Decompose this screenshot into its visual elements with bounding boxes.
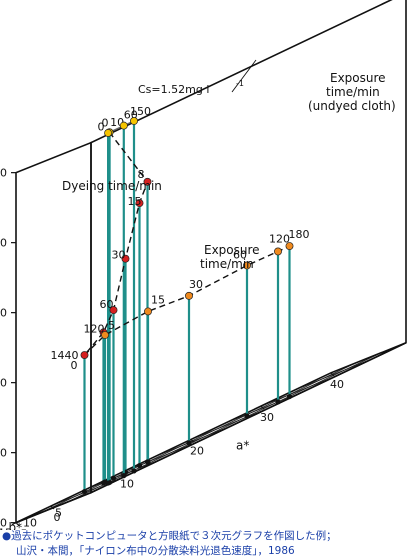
point-label: 15 — [151, 293, 165, 306]
data-point — [109, 306, 118, 315]
floor-point — [105, 480, 111, 486]
back-wall-border — [90, 0, 407, 494]
data-point — [119, 121, 128, 130]
dyeing-series-label: Dyeing time/min — [62, 179, 162, 193]
data-point — [243, 261, 251, 270]
a-axis-tick-label: 30 — [260, 411, 274, 424]
floor-point — [136, 462, 143, 469]
floor-point — [275, 399, 281, 405]
a-axis-label: a* — [236, 438, 249, 452]
a-axis-tick — [330, 372, 335, 377]
point-label: 60 — [100, 298, 114, 311]
caption-line-2: 山沢・本間，「ナイロン布中の分散染料光退色速度」，1986 — [16, 543, 295, 558]
data-point — [135, 199, 144, 208]
chart-plot: 020406080100L*51015b*-5010203040a*081530… — [0, 0, 407, 530]
point-label: 150 — [130, 105, 151, 118]
data-point — [80, 351, 89, 359]
b-axis-tick-label: 10 — [23, 517, 37, 530]
a-axis-tick-label: 10 — [120, 478, 134, 491]
point-label: 120 — [84, 322, 105, 335]
floor-grid-line-a — [295, 359, 372, 390]
undyed-series-label-2: time/min — [326, 85, 380, 99]
figure-caption: ●過去にポケットコンピュータと方眼紙で３次元グラフを作図した例； 山沢・本間，「… — [2, 526, 418, 560]
data-point — [101, 331, 109, 339]
caption-line-1: ●過去にポケットコンピュータと方眼紙で３次元グラフを作図した例； — [2, 528, 337, 543]
a-axis-tick-label: 40 — [330, 378, 344, 391]
data-point — [104, 129, 113, 137]
a-axis-tick — [190, 439, 195, 443]
a-axis-tick-label: 20 — [190, 444, 204, 457]
b-axis-tick — [61, 502, 67, 506]
b-axis-tick — [11, 522, 17, 526]
floor-point — [81, 488, 88, 495]
l-axis-tick-label: 20 — [0, 447, 7, 460]
point-label: 0 — [71, 359, 78, 372]
floor-point — [244, 413, 250, 419]
b-axis-label: b* — [9, 521, 23, 530]
exposure-series-label-1: Exposure — [204, 243, 260, 257]
data-point — [144, 307, 152, 316]
l-axis-tick-label: 40 — [0, 377, 7, 390]
point-label: 60 — [233, 248, 247, 261]
concentration-annotation-sup: -1 — [236, 79, 244, 88]
floor-grid-line-a — [50, 475, 127, 507]
caption-bullet: ● — [2, 530, 12, 542]
point-label: 30 — [112, 249, 126, 262]
concentration-annotation: Cs=1.52mg l — [138, 83, 209, 96]
point-label: 1440 — [51, 349, 79, 362]
floor-grid-line-a — [260, 375, 337, 407]
point-label: 0 — [98, 120, 105, 133]
floor-grid-line-a — [155, 425, 232, 457]
point-label: 180 — [289, 228, 310, 241]
floor-grid-line-a — [190, 408, 267, 440]
b-axis-tick-label: 5 — [55, 507, 62, 520]
b-axis-tick — [36, 512, 42, 516]
b-axis-tick-label: 15 — [0, 527, 12, 530]
a-axis-tick — [15, 522, 20, 527]
floor-point — [110, 475, 117, 481]
floor-point — [131, 468, 137, 474]
caption-text-2: 山沢・本間，「ナイロン布中の分散染料光退色速度」，1986 — [16, 545, 295, 557]
point-label: 0 — [102, 116, 109, 129]
l-axis-tick-label: 80 — [0, 237, 7, 250]
a-axis-tick-label: 0 — [54, 511, 61, 524]
a-axis-tick — [260, 405, 265, 410]
data-point — [130, 116, 138, 125]
chart-figure: 020406080100L*51015b*-5010203040a*081530… — [0, 0, 407, 530]
floor-grid-line-b — [65, 352, 382, 504]
floor-point — [186, 440, 192, 446]
undyed-series-label-3: (undyed cloth) — [308, 99, 396, 113]
point-label: 30 — [189, 278, 203, 291]
l-axis-tick-label: 0 — [0, 517, 7, 530]
data-point — [121, 254, 130, 263]
data-point — [143, 177, 152, 186]
annotation-pointer — [231, 59, 257, 93]
data-point — [274, 247, 282, 256]
caption-text-1: 過去にポケットコンピュータと方眼紙で３次元グラフを作図した例； — [11, 530, 337, 542]
floor-point — [121, 473, 127, 479]
l-axis-tick-label: 60 — [0, 307, 7, 320]
l-axis-tick-label: 100 — [0, 167, 7, 180]
point-label: 8 — [138, 168, 145, 181]
floor-point — [286, 393, 293, 400]
a-axis-tick-label: -5 — [17, 528, 28, 530]
point-label: 120 — [269, 232, 290, 245]
left-wall-border — [15, 141, 92, 524]
floor-grid-line-b — [40, 362, 357, 514]
floor-point — [145, 459, 151, 465]
undyed-series-label-1: Exposure — [330, 71, 386, 85]
point-label: 15 — [128, 195, 142, 208]
data-point — [285, 242, 294, 251]
point-label: 5 — [108, 319, 115, 332]
a-axis-tick — [50, 505, 55, 510]
exposure-series-label-2: time/min — [200, 257, 254, 271]
data-point — [185, 291, 193, 300]
